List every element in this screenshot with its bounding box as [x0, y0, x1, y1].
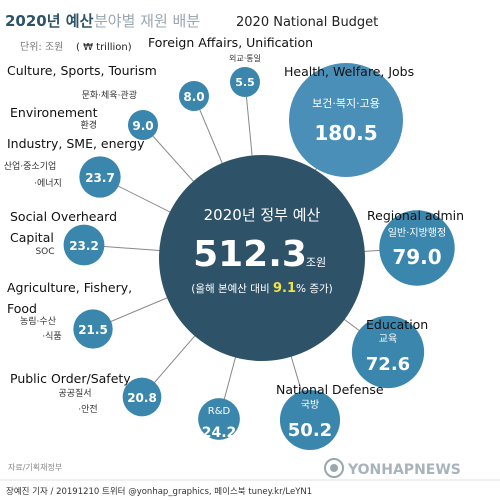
bubble	[122, 377, 162, 417]
bubbles: 5.5 외교·통일 Foreign Affairs, Unification 180.…	[4, 35, 464, 451]
label-kr: 보건·복지·고용	[312, 97, 380, 110]
label-en: Industry, SME, energy	[7, 136, 145, 151]
center-note-suffix: % 증가)	[296, 283, 333, 295]
bubble	[198, 398, 240, 440]
label-en: Public Order/Safety	[10, 371, 131, 386]
title-en: 2020 National Budget	[236, 15, 378, 30]
label-kr: R&D	[208, 406, 231, 417]
label-kr: 국방	[301, 399, 319, 411]
bubble-value: 8.0	[183, 90, 204, 104]
unit-kr: 단위: 조원	[20, 40, 63, 53]
bubble	[73, 309, 113, 349]
center-note-prefix: (올해 본예산 대비	[191, 282, 269, 295]
bubble-value: 79.0	[392, 245, 441, 269]
label-kr: 교육	[379, 333, 397, 345]
bubble-value: 72.6	[366, 354, 410, 375]
label-kr: 일반·지방행정	[388, 227, 446, 239]
label-en: Social Overheard	[10, 209, 117, 224]
label-en: Environement	[10, 105, 98, 120]
label-en: Foreign Affairs, Unification	[148, 35, 313, 50]
label-en: Food	[7, 301, 37, 316]
label-en: National Defense	[276, 382, 384, 397]
yonhap-logo-icon	[324, 458, 344, 478]
bubble-value: 180.5	[314, 121, 377, 145]
label-kr: ·식품	[42, 331, 61, 342]
credit-text: 장예진 기자 / 20191210 트위터 @yonhap_graphics, …	[6, 486, 312, 497]
label-en: Capital	[10, 230, 54, 245]
bubble-value: 9.0	[132, 119, 153, 133]
bubble-value: 21.5	[78, 323, 108, 337]
label-en: Culture, Sports, Tourism	[7, 63, 157, 78]
label-en: Regional admin	[367, 208, 464, 223]
bubble	[279, 389, 341, 451]
label-en: Health, Welfare, Jobs	[284, 64, 414, 79]
label-kr: 공공질서	[58, 387, 91, 399]
label-en: Education	[366, 317, 428, 332]
watermark-text: YONHAPNEWS	[347, 462, 461, 478]
label-kr: 환경	[80, 119, 97, 131]
label-en: Agriculture, Fishery,	[7, 280, 132, 295]
title-kr: 2020년 예산	[5, 12, 94, 30]
bubble	[351, 315, 425, 389]
bubble-value: 24.2	[202, 425, 237, 441]
center-bubble	[159, 155, 365, 361]
label-kr: 외교·통일	[229, 53, 261, 63]
bubble-value: 50.2	[288, 420, 332, 441]
label-kr: 산업·중소기업	[4, 161, 57, 172]
bubble	[179, 81, 209, 111]
bubble	[289, 63, 403, 177]
center-value: 512.3	[193, 234, 307, 275]
bubble	[128, 110, 158, 140]
source-text: 자료/기획재정부	[8, 462, 62, 472]
bubble	[79, 156, 121, 198]
bubble	[379, 210, 455, 286]
center-unit: 조원	[306, 256, 326, 269]
bubble	[230, 67, 260, 97]
title-kr-sub: 분야별 재원 배분	[94, 12, 200, 30]
bubble-value: 23.2	[69, 239, 99, 253]
label-kr: SOC	[35, 247, 54, 257]
unit-en: ( ₩ trillion)	[76, 42, 132, 53]
bubble	[63, 224, 105, 266]
bubble-value: 5.5	[235, 76, 255, 89]
bubble-value: 20.8	[127, 391, 157, 405]
center-note-value: 9.1	[273, 281, 296, 296]
center-note: (올해 본예산 대비 9.1% 증가)	[191, 281, 333, 296]
label-kr: 농림·수산	[20, 315, 56, 327]
label-kr: 문화·체육·관광	[82, 89, 137, 101]
label-kr: ·에너지	[34, 178, 62, 189]
label-kr: ·안전	[78, 404, 97, 415]
center-title: 2020년 정부 예산	[204, 206, 321, 224]
bubble-value: 23.7	[85, 171, 115, 185]
